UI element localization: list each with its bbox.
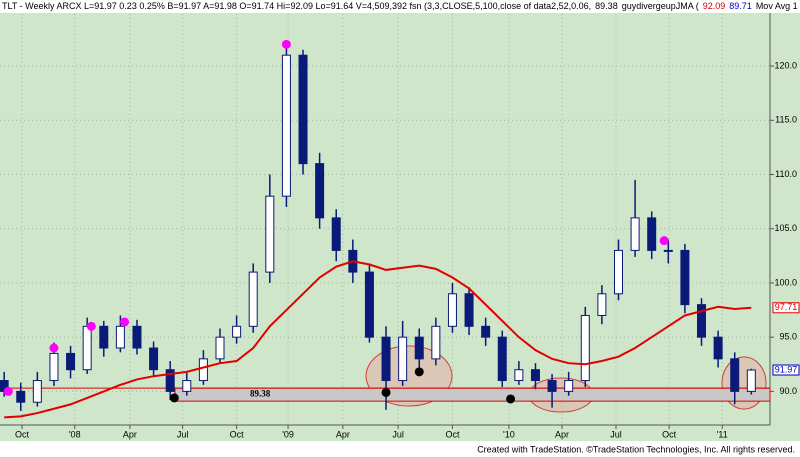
candle-body bbox=[215, 336, 225, 360]
x-tick-label: '08 bbox=[69, 429, 81, 439]
candle-body bbox=[232, 325, 242, 338]
candle-body bbox=[265, 195, 275, 273]
header-part: guydivergeupJMA ( bbox=[622, 1, 699, 11]
top-dots bbox=[3, 386, 13, 396]
candle-body bbox=[431, 325, 441, 360]
header-part: Mov Avg 1 Line (Close,40 bbox=[756, 1, 800, 11]
candle-body bbox=[746, 369, 756, 392]
candle-body bbox=[32, 380, 42, 403]
candle-body bbox=[481, 325, 491, 338]
header-part: 89.38 bbox=[595, 1, 618, 11]
candle-body bbox=[464, 293, 474, 327]
candle-body bbox=[530, 369, 540, 382]
candle-body bbox=[115, 325, 125, 349]
candle-body bbox=[697, 304, 707, 338]
header: TLT - Weekly ARCX L=91.97 0.23 0.25% B=9… bbox=[2, 1, 800, 11]
y-tick-label: 120.0 bbox=[774, 60, 797, 70]
candle-body bbox=[132, 325, 142, 349]
x-tick-label: Oct bbox=[662, 429, 677, 439]
x-tick-label: '10 bbox=[503, 429, 515, 439]
candle-body bbox=[647, 217, 657, 251]
candle-body bbox=[49, 352, 59, 382]
header-bar bbox=[0, 0, 800, 13]
candle-body bbox=[547, 380, 557, 392]
candle-body bbox=[315, 163, 325, 219]
candle-body bbox=[16, 390, 26, 403]
y-tick-label: 105.0 bbox=[774, 223, 797, 233]
candle-body bbox=[248, 271, 258, 327]
bottom-dots bbox=[506, 394, 516, 404]
candle-body bbox=[281, 54, 291, 197]
support-label: 89.38 bbox=[250, 389, 271, 399]
candle-body bbox=[680, 249, 690, 306]
x-tick-label: Apr bbox=[123, 429, 137, 439]
bottom-dots bbox=[381, 387, 391, 397]
candle-body bbox=[182, 380, 192, 392]
candle-body bbox=[447, 293, 457, 327]
x-tick-label: Jul bbox=[177, 429, 189, 439]
candle-body bbox=[381, 336, 391, 382]
y-tick-label: 90.0 bbox=[779, 386, 797, 396]
candle-body bbox=[66, 352, 76, 371]
header-part: TLT - Weekly ARCX L=91.97 0.23 0.25% B=9… bbox=[2, 1, 591, 11]
footer: Created with TradeStation. ©TradeStation… bbox=[477, 444, 795, 454]
candle-body bbox=[580, 314, 590, 382]
ma-last-label-box bbox=[772, 302, 800, 314]
bottom-dots bbox=[414, 367, 424, 377]
x-tick-label: '09 bbox=[282, 429, 294, 439]
candle-body bbox=[165, 369, 175, 392]
header-part: 89.71 bbox=[729, 1, 752, 11]
moving-average bbox=[4, 260, 752, 419]
y-tick-label: 95.0 bbox=[779, 332, 797, 342]
x-tick-label: Oct bbox=[15, 429, 30, 439]
candle-body bbox=[663, 249, 673, 252]
candle-body bbox=[331, 217, 341, 251]
candle-body bbox=[364, 271, 374, 338]
candle-body bbox=[564, 380, 574, 392]
top-dots bbox=[49, 343, 59, 353]
candle-body bbox=[597, 293, 607, 316]
candle-body bbox=[149, 347, 159, 371]
candle-body bbox=[713, 336, 723, 360]
bottom-dots bbox=[169, 393, 179, 403]
candle-body bbox=[730, 358, 740, 392]
x-tick-label: Jul bbox=[610, 429, 622, 439]
ma-last-label: 97.71 bbox=[775, 302, 798, 312]
footer-bar bbox=[0, 441, 800, 457]
x-tick-label: Jul bbox=[392, 429, 404, 439]
y-tick-label: 115.0 bbox=[775, 115, 797, 125]
y-tick-label: 110.0 bbox=[775, 169, 797, 179]
candle-body bbox=[613, 249, 623, 295]
candle-body bbox=[82, 325, 92, 371]
y-tick-label: 100.0 bbox=[774, 277, 797, 287]
candle-body bbox=[99, 325, 109, 349]
candle-body bbox=[630, 217, 640, 251]
candle-body bbox=[198, 358, 208, 382]
top-dots bbox=[120, 317, 130, 327]
candle-body bbox=[398, 336, 408, 382]
candle-body bbox=[497, 336, 507, 382]
header-part: 92.09 bbox=[703, 1, 726, 11]
last-price-label: 91.97 bbox=[775, 364, 798, 374]
x-tick-label: Apr bbox=[336, 429, 350, 439]
x-tick-label: Oct bbox=[230, 429, 245, 439]
last-price-label-box bbox=[772, 364, 800, 376]
top-dots bbox=[281, 39, 291, 49]
candle-body bbox=[514, 369, 524, 382]
x-tick-label: Apr bbox=[555, 429, 569, 439]
candle-body bbox=[298, 54, 308, 165]
top-dots bbox=[86, 321, 96, 331]
candle-body bbox=[414, 336, 424, 360]
x-tick-label: Oct bbox=[445, 429, 460, 439]
x-tick-label: '11 bbox=[717, 429, 728, 439]
top-dots bbox=[659, 236, 669, 246]
